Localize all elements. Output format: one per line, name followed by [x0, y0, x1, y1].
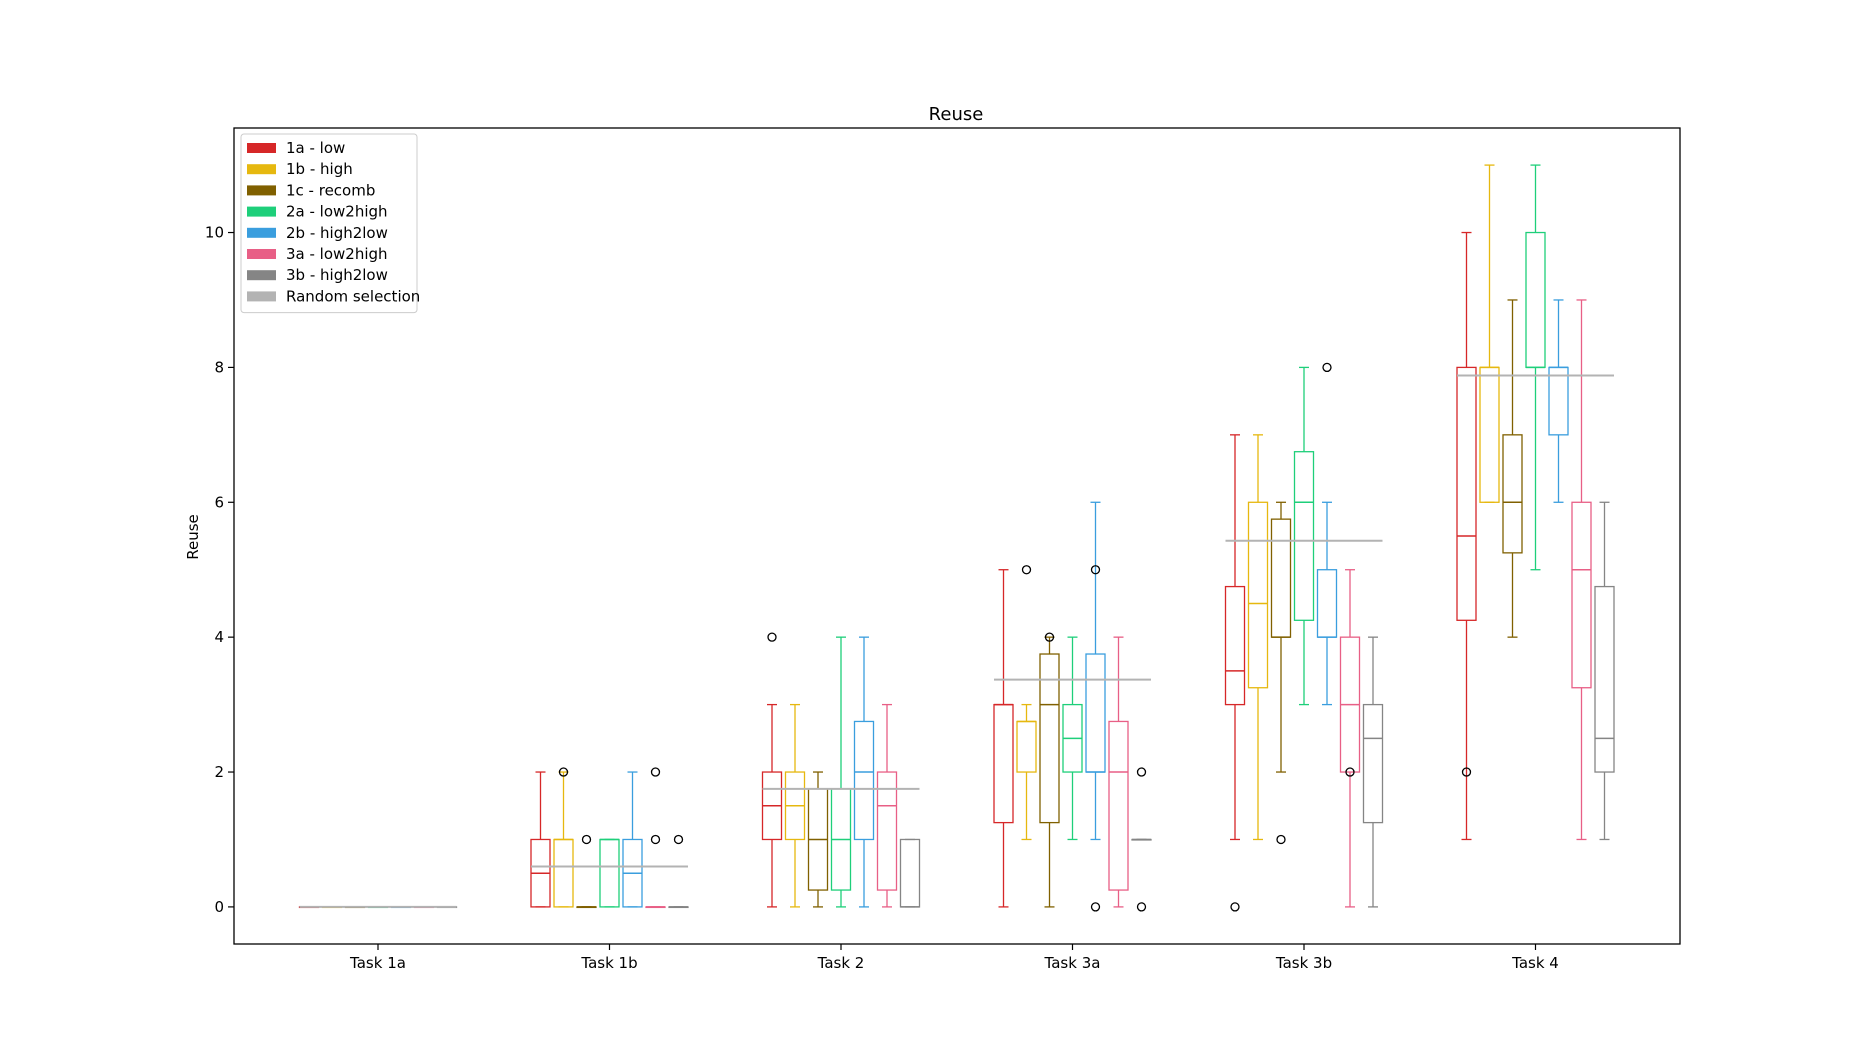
plot-area: 0 2 4 6 8 10 Task 1a Task 1b Task 2 Task 3a Task 3…: [205, 127, 1681, 972]
box-iqr: [1108, 720, 1129, 891]
y-tick-label: 0: [214, 898, 224, 916]
outlier-point: [1090, 565, 1101, 575]
box-1a-task-2: [761, 632, 783, 908]
box-3b-task-3b: [1362, 636, 1384, 908]
box-iqr: [1594, 585, 1615, 773]
legend-swatch: [247, 270, 276, 281]
legend-swatch: [247, 291, 276, 302]
outlier-point: [1090, 902, 1101, 912]
box-3b-task-1b: [668, 834, 689, 909]
outlier-point: [1322, 362, 1332, 373]
x-tick-label: Task 4: [1511, 954, 1559, 972]
chart-title: Reuse: [929, 104, 984, 125]
legend-swatch: [247, 227, 276, 238]
legend-label: 2a - low2high: [286, 203, 388, 221]
legend-label: 3b - high2low: [286, 266, 388, 284]
box-iqr: [853, 720, 875, 841]
outlier-point: [1136, 902, 1147, 912]
legend-swatch: [247, 185, 276, 196]
x-tick-label: Task 3b: [1275, 954, 1332, 972]
x-tick-label: Task 1a: [349, 954, 406, 972]
box-1a-task-3b: [1224, 434, 1246, 912]
box-2a-task-3a: [1062, 636, 1083, 841]
box-iqr: [1571, 501, 1592, 689]
box-1c-task-1b: [576, 834, 597, 909]
box-2a-task-4: [1525, 164, 1546, 571]
box-iqr: [1293, 451, 1315, 621]
box-1b-task-4: [1479, 164, 1500, 503]
box-3b-task-3a: [1131, 767, 1152, 912]
legend-swatch: [247, 143, 276, 153]
box-3a-task-4: [1571, 299, 1592, 841]
outlier-point: [1276, 834, 1286, 845]
box-iqr: [1039, 653, 1060, 824]
legend-label: 1b - high: [286, 160, 353, 178]
box-3b-task-4: [1594, 501, 1615, 841]
box-2b-task-4: [1548, 299, 1569, 503]
box-2b-task-3b: [1316, 362, 1338, 706]
outlier-point: [1136, 767, 1147, 777]
legend-frame: [240, 133, 418, 314]
outlier-point: [673, 834, 684, 845]
legend-swatch: [247, 206, 276, 217]
box-1b-task-3b: [1247, 434, 1269, 841]
box-1b-task-1b: [553, 767, 574, 908]
x-tick-label: Task 2: [817, 954, 865, 972]
y-tick-label: 6: [214, 493, 224, 511]
legend-label: 1c - recomb: [286, 181, 375, 199]
outlier-point: [1461, 767, 1472, 777]
outlier-point: [581, 834, 592, 845]
box-iqr: [876, 771, 898, 891]
x-tick-label: Task 1b: [580, 954, 637, 972]
y-tick-label: 8: [214, 358, 224, 376]
outlier-point: [650, 767, 661, 777]
legend-swatch: [247, 164, 276, 175]
box-1c-task-3b: [1270, 501, 1292, 845]
box-2a-task-1b: [599, 838, 620, 908]
box-iqr: [1456, 366, 1477, 621]
box-3a-task-3b: [1339, 569, 1361, 908]
box-1a-task-3a: [993, 569, 1014, 908]
y-tick-label: 10: [205, 224, 224, 242]
outlier-point: [767, 632, 777, 642]
box-2b-task-1b: [622, 771, 643, 908]
box-1b-task-3a: [1016, 565, 1037, 841]
box-3a-task-1b: [645, 767, 666, 909]
box-2b-task-3a: [1085, 501, 1106, 912]
box-2a-task-3b: [1293, 366, 1315, 706]
outlier-point: [1021, 565, 1032, 575]
box-3a-task-2: [876, 703, 898, 908]
legend-label: 2b - high2low: [286, 224, 388, 242]
outlier-point: [650, 834, 661, 845]
box-1b-task-2: [784, 703, 806, 908]
box-1a-task-4: [1456, 231, 1477, 841]
legend: 1a - low 1b - high 1c - recomb 2a - low2hig…: [240, 133, 420, 314]
box-iqr: [1502, 434, 1523, 554]
x-tick-label: Task 3a: [1044, 954, 1101, 972]
y-tick-label: 4: [214, 628, 224, 646]
outlier-point: [1230, 902, 1240, 912]
legend-label: Random selection: [286, 287, 420, 305]
box-iqr: [1224, 585, 1246, 706]
box-3b-task-2: [899, 838, 921, 908]
box-1c-task-4: [1502, 299, 1523, 638]
box-iqr: [1362, 703, 1384, 824]
y-tick-label: 2: [214, 763, 224, 781]
plot-frame: [233, 127, 1681, 945]
box-2b-task-2: [853, 636, 875, 908]
legend-label: 1a - low: [286, 139, 345, 157]
outlier-point: [1044, 632, 1055, 642]
box-iqr: [1247, 501, 1269, 689]
y-axis-label: Reuse: [184, 514, 202, 560]
box-1c-task-3a: [1039, 632, 1060, 908]
legend-label: 3a - low2high: [286, 245, 388, 263]
outlier-point: [558, 767, 569, 777]
legend-swatch: [247, 249, 276, 259]
outlier-point: [1345, 767, 1355, 777]
box-1a-task-1b: [530, 771, 551, 908]
